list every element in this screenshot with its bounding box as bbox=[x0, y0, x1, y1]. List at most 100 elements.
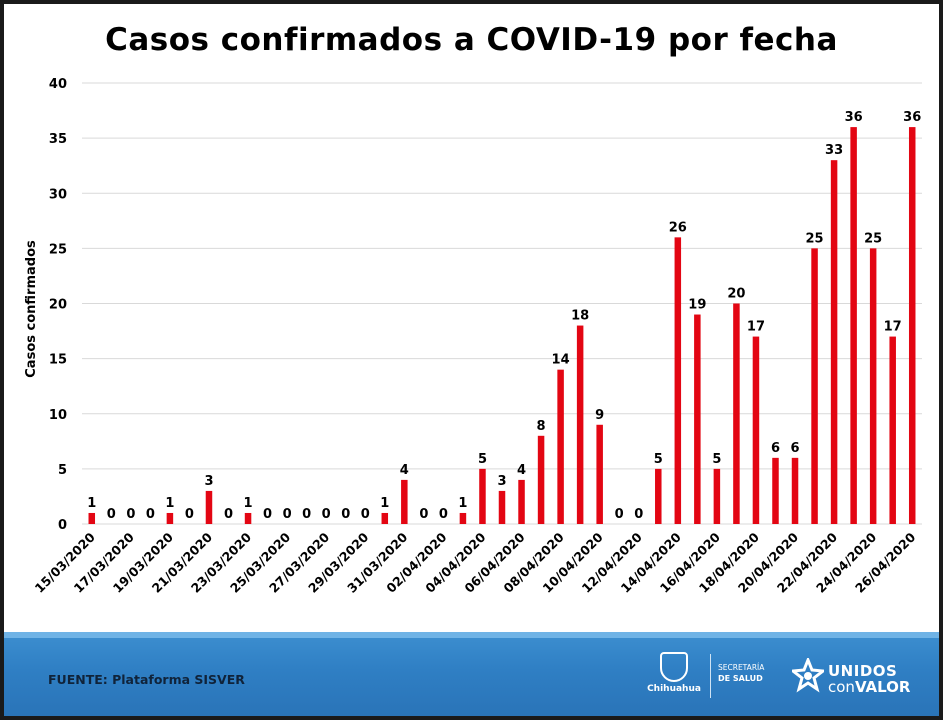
data-label: 6 bbox=[790, 441, 799, 456]
data-label: 25 bbox=[806, 231, 824, 246]
data-label: 0 bbox=[126, 507, 135, 522]
con-valor-text: conVALOR bbox=[828, 678, 910, 696]
data-label: 0 bbox=[361, 507, 370, 522]
slide: Casos confirmados a COVID-19 por fecha 0… bbox=[4, 4, 939, 716]
data-label: 18 bbox=[571, 309, 589, 324]
data-label: 33 bbox=[825, 143, 843, 158]
bar bbox=[752, 336, 760, 524]
data-label: 25 bbox=[864, 231, 882, 246]
bar bbox=[811, 248, 818, 524]
data-label: 1 bbox=[87, 496, 96, 511]
salud-line-2: DE SALUD bbox=[718, 674, 763, 683]
unidos-con-valor-logo: UNIDOS conVALOR bbox=[792, 656, 932, 702]
bar bbox=[479, 468, 486, 524]
bar bbox=[596, 424, 603, 524]
y-tick-label: 20 bbox=[49, 298, 67, 313]
data-label: 0 bbox=[615, 507, 624, 522]
data-label: 8 bbox=[537, 419, 546, 434]
data-label: 0 bbox=[263, 507, 272, 522]
data-label: 0 bbox=[322, 507, 331, 522]
y-tick-label: 10 bbox=[49, 408, 67, 423]
data-label: 4 bbox=[400, 463, 409, 478]
bar bbox=[674, 237, 682, 524]
data-label: 0 bbox=[341, 507, 350, 522]
bar bbox=[576, 325, 584, 524]
chihuahua-logo: Chihuahua bbox=[644, 652, 704, 706]
bar bbox=[498, 490, 506, 524]
data-label: 0 bbox=[107, 507, 116, 522]
bar bbox=[401, 479, 408, 524]
bar bbox=[772, 457, 779, 524]
data-label: 17 bbox=[884, 320, 902, 335]
bar bbox=[205, 490, 213, 524]
data-label: 6 bbox=[771, 441, 780, 456]
secretaria-salud-logo: SECRETARÍA DE SALUD bbox=[718, 662, 764, 684]
data-label: 0 bbox=[634, 507, 643, 522]
bar bbox=[459, 512, 467, 524]
bar bbox=[694, 314, 701, 524]
y-tick-label: 5 bbox=[58, 463, 67, 478]
y-axis-label: Casos confirmados bbox=[24, 240, 39, 378]
data-label: 4 bbox=[517, 463, 526, 478]
y-tick-label: 30 bbox=[49, 187, 67, 202]
bar bbox=[791, 457, 799, 524]
footer-banner: FUENTE: Plataforma SISVER Chihuahua SECR… bbox=[4, 632, 939, 716]
valor-text: VALOR bbox=[854, 678, 911, 696]
x-axis-ticks: 15/03/202017/03/202019/03/202021/03/2020… bbox=[32, 529, 919, 595]
con-text: con bbox=[828, 678, 855, 696]
data-label: 5 bbox=[712, 452, 721, 467]
data-label: 1 bbox=[165, 496, 174, 511]
bar bbox=[244, 512, 252, 524]
data-label: 1 bbox=[244, 496, 253, 511]
data-label: 14 bbox=[552, 353, 570, 368]
data-label: 0 bbox=[185, 507, 194, 522]
data-label: 19 bbox=[688, 298, 706, 313]
star-mark-icon bbox=[792, 658, 824, 693]
data-label: 36 bbox=[903, 110, 921, 125]
footer-stripe bbox=[4, 632, 939, 638]
data-label: 26 bbox=[669, 220, 687, 235]
y-axis-ticks: 0 5 10 15 20 25 30 35 40 bbox=[49, 77, 67, 533]
data-label: 0 bbox=[302, 507, 311, 522]
y-tick-label: 15 bbox=[49, 353, 67, 368]
bar bbox=[655, 468, 662, 524]
y-tick-label: 35 bbox=[49, 132, 67, 147]
data-label: 1 bbox=[380, 496, 389, 511]
data-label: 3 bbox=[204, 474, 213, 489]
data-label: 36 bbox=[845, 110, 863, 125]
data-label: 20 bbox=[727, 287, 745, 302]
chart-title: Casos confirmados a COVID-19 por fecha bbox=[105, 22, 838, 58]
source-note: FUENTE: Plataforma SISVER bbox=[48, 672, 245, 687]
data-label: 3 bbox=[497, 474, 506, 489]
gridlines bbox=[82, 82, 922, 525]
bar bbox=[908, 127, 916, 524]
data-label: 5 bbox=[654, 452, 663, 467]
bar bbox=[889, 336, 896, 524]
bar bbox=[557, 369, 564, 524]
bars bbox=[88, 127, 916, 525]
data-label: 9 bbox=[595, 408, 604, 423]
data-label: 0 bbox=[283, 507, 292, 522]
unidos-text: UNIDOS bbox=[828, 662, 898, 680]
logo-divider bbox=[710, 654, 711, 698]
chihuahua-logo-text: Chihuahua bbox=[647, 684, 701, 694]
bar bbox=[88, 512, 96, 524]
salud-line-1: SECRETARÍA bbox=[718, 663, 765, 672]
bar bbox=[381, 512, 389, 524]
data-label: 0 bbox=[439, 507, 448, 522]
y-tick-label: 40 bbox=[49, 77, 67, 92]
data-label: 0 bbox=[419, 507, 428, 522]
bar bbox=[830, 160, 838, 525]
bar bbox=[713, 468, 721, 524]
bar bbox=[850, 127, 857, 524]
data-label: 17 bbox=[747, 320, 765, 335]
data-label: 5 bbox=[478, 452, 487, 467]
shield-icon bbox=[660, 652, 688, 682]
y-tick-label: 0 bbox=[58, 518, 67, 533]
bar bbox=[518, 479, 525, 524]
bar bbox=[869, 248, 877, 524]
data-label: 1 bbox=[458, 496, 467, 511]
bar bbox=[537, 435, 545, 524]
